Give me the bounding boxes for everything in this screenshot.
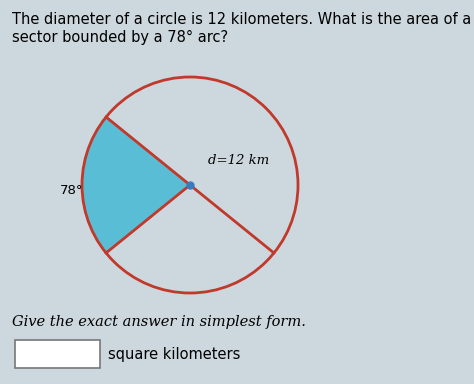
Text: sector bounded by a 78° arc?: sector bounded by a 78° arc? — [12, 30, 228, 45]
Text: 78°: 78° — [60, 184, 83, 197]
Text: square kilometers: square kilometers — [108, 346, 240, 361]
Text: Give the exact answer in simplest form.: Give the exact answer in simplest form. — [12, 315, 306, 329]
Text: d=12 km: d=12 km — [208, 154, 269, 167]
Wedge shape — [82, 117, 190, 253]
Bar — [15, 340, 100, 368]
Text: The diameter of a circle is 12 kilometers. What is the area of a: The diameter of a circle is 12 kilometer… — [12, 12, 471, 27]
